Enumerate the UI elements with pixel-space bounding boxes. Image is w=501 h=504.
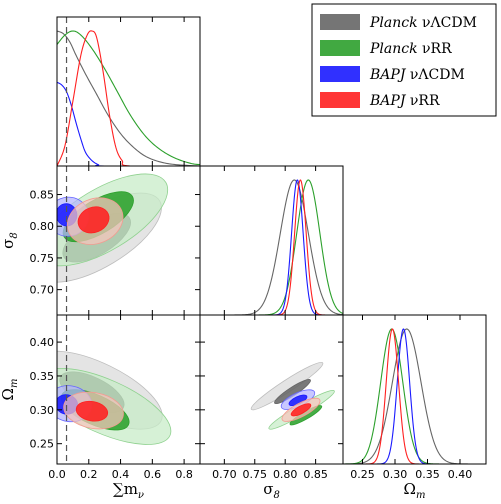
x-tick-label-mnu: 0.8 <box>175 468 193 481</box>
pdf-curve-mnu-bapj-cdm <box>56 81 200 167</box>
y-tick-label-sigma8: 0.85 <box>30 189 55 202</box>
legend-label: BAPJ νRR <box>369 93 440 109</box>
pdf-curve-mnu-planck-rr <box>56 30 201 166</box>
x-tick-label-sigma8: 0.80 <box>273 468 298 481</box>
x-tick-label-mnu: 0.0 <box>48 468 66 481</box>
x-tick-label-omegam: 0.30 <box>383 468 408 481</box>
y-tick-label-omegam: 0.35 <box>30 370 55 383</box>
contours-sigma8-omegam <box>250 361 335 430</box>
x-tick-label-mnu: 0.4 <box>112 468 130 481</box>
x-tick-label-sigma8: 0.70 <box>212 468 237 481</box>
x-tick-label-omegam: 0.35 <box>415 468 440 481</box>
panel-frame-omegam <box>342 314 487 465</box>
y-tick-label-sigma8: 0.70 <box>30 284 55 297</box>
x-tick-label-sigma8: 0.85 <box>303 468 328 481</box>
x-axis-label-omegam: Ωm <box>404 480 426 501</box>
contour-68-bapj-rr <box>77 206 110 234</box>
panel-frame-mnu <box>56 16 201 167</box>
y-tick-label-omegam: 0.25 <box>30 438 55 451</box>
panel-frame-sigma8 <box>199 165 344 316</box>
x-tick-label-mnu: 0.6 <box>144 468 162 481</box>
x-tick-label-omegam: 0.25 <box>350 468 375 481</box>
y-tick-label-sigma8: 0.75 <box>30 252 55 265</box>
contour-68-bapj-rr <box>290 403 312 417</box>
pdf-curve-omegam-bapj-rr <box>361 328 424 465</box>
pdf-curve-mnu-planck-cdm <box>56 30 201 167</box>
y-tick-label-omegam: 0.40 <box>30 336 55 349</box>
legend-label: Planck νRR <box>369 41 452 57</box>
x-tick-label-mnu: 0.2 <box>80 468 98 481</box>
pdf-curve-sigma8-planck-cdm <box>224 179 343 316</box>
y-axis-label-omegam: Ωm <box>0 379 20 401</box>
x-axis-label-sigma8: σ8 <box>263 480 280 501</box>
pdf-curve-mnu-bapj-rr <box>56 30 200 167</box>
y-axis-label-sigma8: σ8 <box>0 232 20 249</box>
x-tick-label-omegam: 0.40 <box>448 468 473 481</box>
legend-swatch <box>320 92 360 108</box>
pdf-curve-omegam-bapj-cdm <box>372 328 435 465</box>
x-tick-label-sigma8: 0.75 <box>243 468 268 481</box>
legend-swatch <box>320 66 360 82</box>
pdf-curve-sigma8-bapj-rr <box>271 179 330 316</box>
legend-label: Planck νΛCDM <box>369 15 477 31</box>
legend-label: BAPJ νΛCDM <box>369 67 465 83</box>
contour-68-bapj-rr <box>75 400 109 422</box>
x-axis-label-mnu: ∑mν <box>113 480 144 501</box>
legend-swatch <box>320 40 360 56</box>
y-tick-label-sigma8: 0.80 <box>30 220 55 233</box>
y-tick-label-omegam: 0.30 <box>30 404 55 417</box>
pdf-curve-omegam-planck-rr <box>343 328 447 465</box>
legend: Planck νΛCDM Planck νRR BAPJ νΛCDM BAPJ νRR <box>311 3 497 117</box>
legend-swatch <box>320 14 360 30</box>
